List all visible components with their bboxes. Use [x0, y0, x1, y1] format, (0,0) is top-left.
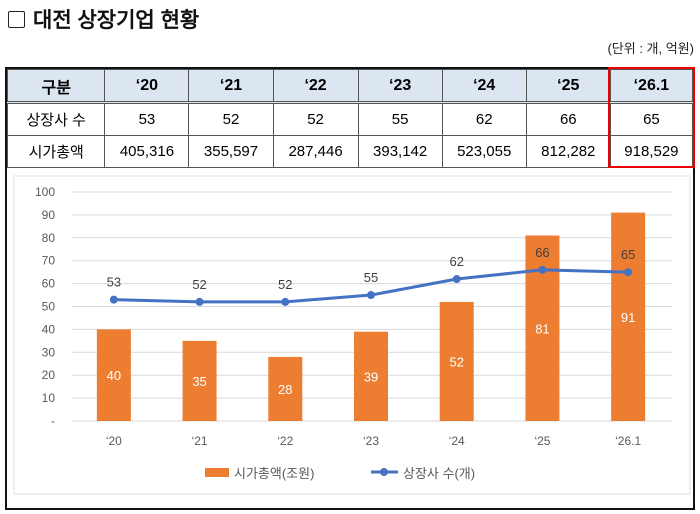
table-header-row: 구분 ‘20 ‘21 ‘22 ‘23 ‘24 ‘25 ‘26.1	[6, 69, 694, 104]
unit-label: (단위 : 개, 억원)	[607, 41, 694, 56]
column-header: ‘22	[272, 69, 359, 104]
bar-data-label: 81	[535, 321, 549, 336]
bar	[268, 356, 303, 421]
bar	[182, 340, 217, 421]
y-tick-label: 10	[42, 391, 56, 405]
line-data-label: 55	[364, 270, 378, 285]
bar	[611, 212, 646, 421]
content-frame: 구분 ‘20 ‘21 ‘22 ‘23 ‘24 ‘25 ‘26.1 상장사 수 53 52 52 55 6…	[5, 67, 695, 510]
bar	[354, 331, 388, 421]
legend-line-marker	[380, 468, 388, 476]
table-cell: 393,142	[357, 135, 443, 168]
y-tick-label: 90	[42, 208, 56, 222]
title-text: 대전 상장기업 현황	[33, 9, 200, 32]
line-data-label: 52	[278, 277, 292, 292]
line-point	[195, 297, 204, 306]
line-data-label: 52	[192, 277, 206, 292]
table-row: 상장사 수 53 52 52 55 62 66 65	[6, 102, 694, 136]
line-point	[281, 297, 290, 306]
x-tick-label: ‘23	[363, 434, 379, 448]
y-tick-label: -	[51, 414, 55, 428]
line-point	[538, 265, 547, 274]
y-tick-label: 20	[42, 368, 56, 382]
y-tick-label: 80	[42, 231, 56, 245]
x-tick-label: ‘25	[534, 434, 550, 448]
checkbox-icon	[8, 10, 25, 28]
row-label: 시가총액	[6, 135, 106, 168]
x-tick-label: ‘26.1	[615, 434, 641, 448]
column-header: 구분	[6, 69, 106, 104]
table-cell: 812,282	[525, 135, 611, 168]
bar-data-label: 52	[449, 354, 463, 369]
y-tick-label: 70	[42, 254, 56, 268]
x-tick-label: ‘24	[449, 434, 465, 448]
bar-data-label: 40	[107, 368, 121, 383]
line-point	[367, 291, 375, 300]
bar-data-label: 28	[278, 382, 292, 397]
x-tick-label: ‘20	[106, 434, 122, 448]
summary-table: 구분 ‘20 ‘21 ‘22 ‘23 ‘24 ‘25 ‘26.1 상장사 수 53 52 52 55 6…	[6, 69, 694, 168]
y-tick-label: 40	[42, 322, 56, 336]
column-header: ‘24	[441, 69, 527, 104]
bar-data-label: 35	[192, 374, 206, 389]
table-cell: 523,055	[441, 135, 527, 168]
table-cell: 355,597	[188, 135, 274, 168]
line-data-label: 65	[621, 247, 635, 262]
row-label: 상장사 수	[6, 102, 106, 136]
line-data-label: 53	[107, 275, 121, 290]
table-cell: 287,446	[272, 135, 359, 168]
legend-line-label: 상장사 수(개)	[403, 466, 475, 481]
legend-bar-swatch	[205, 468, 229, 477]
bar-data-label: 91	[621, 310, 635, 325]
line-data-label: 62	[449, 254, 463, 269]
table-cell: 52	[188, 102, 274, 136]
x-tick-label: ‘22	[277, 434, 293, 448]
column-header: ‘21	[188, 69, 274, 104]
column-header: ‘25	[525, 69, 611, 104]
y-tick-label: 60	[42, 277, 56, 291]
x-tick-label: ‘21	[192, 434, 208, 448]
page-title: 대전 상장기업 현황	[8, 4, 199, 34]
table-cell: 65	[609, 102, 694, 136]
y-tick-label: 50	[42, 300, 56, 314]
column-header: ‘23	[357, 69, 443, 104]
line-point	[109, 295, 118, 304]
bar	[96, 329, 131, 421]
y-tick-label: 100	[35, 185, 55, 199]
table-cell: 918,529	[609, 135, 694, 168]
bar	[439, 301, 474, 421]
line-point	[624, 268, 633, 277]
table-cell: 52	[272, 102, 359, 136]
column-header: ‘20	[104, 69, 190, 104]
bar-data-label: 39	[364, 369, 378, 384]
line-point	[452, 275, 461, 284]
column-header: ‘26.1	[609, 69, 694, 104]
y-tick-label: 30	[42, 345, 56, 359]
legend-bar-label: 시가총액(조원)	[234, 466, 314, 481]
table-cell: 53	[104, 102, 190, 136]
table-cell: 66	[525, 102, 611, 136]
line-data-label: 66	[535, 245, 549, 260]
table-row: 시가총액 405,316 355,597 287,446 393,142 523,055 8…	[6, 135, 694, 168]
